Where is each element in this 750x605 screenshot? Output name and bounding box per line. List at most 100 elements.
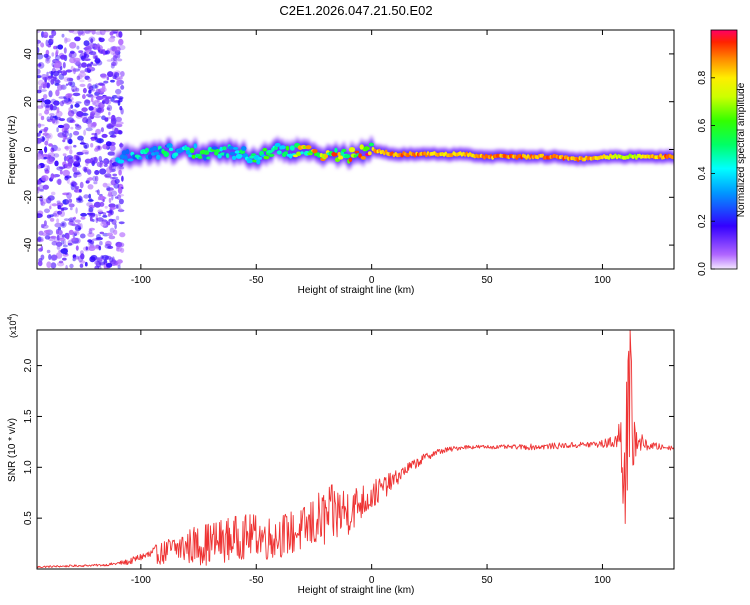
noise-blob (110, 114, 116, 122)
noise-blob (120, 247, 125, 253)
noise-blob (116, 259, 123, 264)
noise-blob (102, 212, 107, 216)
noise-blob (37, 260, 43, 267)
noise-blob (49, 203, 53, 206)
noise-blob (50, 235, 57, 239)
noise-blob (94, 265, 99, 269)
noise-blob (75, 154, 79, 160)
noise-blob (108, 197, 112, 204)
noise-blob (105, 161, 113, 164)
noise-blob (51, 30, 54, 33)
noise-blob (68, 100, 75, 104)
noise-blob (67, 158, 74, 165)
noise-blob (121, 175, 124, 182)
noise-blob (58, 237, 66, 241)
noise-blob (68, 203, 75, 208)
noise-blob (49, 205, 52, 210)
noise-blob (109, 134, 117, 138)
bottom-x-tick-label: 100 (594, 575, 611, 586)
noise-blob (99, 241, 103, 246)
top-x-tick-label: -100 (131, 275, 151, 286)
noise-blob (102, 199, 105, 203)
noise-blob (97, 82, 105, 86)
noise-blob (71, 223, 79, 227)
noise-blob (52, 115, 57, 119)
noise-blob (59, 54, 67, 60)
noise-blob (100, 73, 108, 79)
ridge-core-cell (263, 155, 270, 160)
noise-blob (45, 232, 51, 237)
noise-blob (37, 39, 41, 44)
noise-blob (58, 260, 64, 264)
bottom-y-tick-label: 0.5 (23, 511, 34, 525)
noise-blob (57, 70, 62, 74)
noise-blob (97, 189, 100, 196)
noise-blob (76, 197, 81, 201)
noise-blob (60, 221, 67, 228)
noise-blob (87, 239, 93, 243)
noise-blob (108, 190, 112, 197)
noise-blob (84, 151, 89, 155)
ridge-core-cell (193, 143, 198, 149)
noise-blob (37, 132, 41, 137)
noise-blob (64, 128, 69, 134)
ridge-core-cell (341, 148, 347, 153)
noise-blob (68, 229, 74, 235)
ridge-core-cell (247, 159, 254, 164)
bottom-y-tick-label: 1.5 (23, 409, 34, 423)
colorbar-gradient (710, 29, 738, 270)
noise-blob (118, 169, 122, 176)
noise-blob (117, 242, 125, 248)
noise-blob (78, 189, 82, 193)
ridge-core-cell (251, 153, 256, 157)
noise-blob (78, 72, 87, 78)
noise-blob (61, 100, 66, 104)
noise-blob (119, 232, 126, 238)
noise-blob (88, 193, 91, 199)
noise-blob (116, 53, 121, 59)
noise-blob (38, 248, 43, 252)
noise-region (37, 30, 126, 269)
ridge-core-cell (249, 155, 255, 159)
ridge-core (115, 142, 674, 165)
noise-blob (75, 207, 78, 214)
noise-blob (96, 234, 101, 240)
noise-blob (99, 201, 105, 207)
noise-blob (72, 231, 80, 236)
noise-blob (94, 115, 101, 119)
noise-blob (105, 240, 112, 247)
noise-blob (108, 257, 114, 263)
ridge-core-cell (163, 151, 170, 158)
top-x-tick-label: 50 (481, 275, 493, 286)
noise-blob (81, 149, 90, 154)
noise-blob (61, 207, 68, 211)
noise-blob (84, 99, 91, 104)
noise-blob (82, 94, 86, 100)
noise-blob (118, 44, 126, 51)
noise-blob (75, 245, 79, 251)
top-y-tick-label: 20 (23, 96, 34, 108)
noise-blob (44, 146, 48, 154)
top-y-tick-label: 0 (23, 146, 34, 152)
ridge-core-cell (234, 150, 240, 154)
noise-blob (70, 126, 74, 130)
noise-blob (101, 254, 110, 261)
noise-blob (81, 62, 87, 68)
noise-blob (54, 101, 58, 106)
colorbar-tick-label: 0.0 (697, 262, 708, 276)
ridge-core-cell (367, 151, 372, 156)
noise-blob (102, 182, 108, 188)
ridge-core-cell (268, 153, 275, 157)
noise-blob (37, 30, 41, 34)
noise-blob (61, 222, 65, 227)
noise-blob (79, 181, 84, 189)
ridge-core-cell (225, 153, 230, 159)
noise-blob (51, 240, 58, 246)
ridge-core-cell (138, 156, 143, 160)
noise-blob (95, 107, 102, 113)
ridge-core-cell (191, 154, 196, 159)
noise-blob (55, 79, 61, 84)
noise-blob (65, 197, 72, 205)
noise-blob (47, 75, 55, 79)
noise-blob (102, 48, 106, 56)
